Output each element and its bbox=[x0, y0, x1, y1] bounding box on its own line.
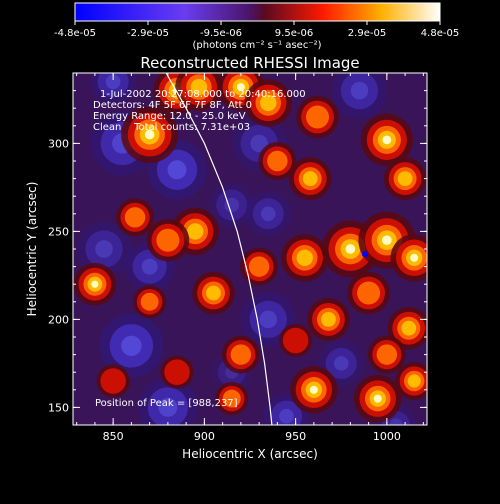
x-tick-label: 1000 bbox=[373, 430, 401, 443]
heatmap-blob-positive bbox=[321, 312, 336, 327]
colorbar-tick-label: -2.9e-05 bbox=[127, 28, 169, 39]
annotation-time-range: 1-Jul-2002 20:27:08.000 to 20:40:16.000 bbox=[100, 89, 306, 100]
heatmap-blob-positive bbox=[100, 368, 126, 394]
heatmap-blob-positive bbox=[230, 344, 252, 365]
heatmap-blob-negative bbox=[95, 240, 113, 258]
heatmap-blob-positive bbox=[236, 83, 245, 92]
heatmap-blob-positive bbox=[156, 228, 180, 252]
chart-title: Reconstructed RHESSI Image bbox=[140, 54, 359, 72]
heatmap-blob-positive bbox=[382, 235, 392, 246]
heatmap-blob-positive bbox=[164, 359, 190, 385]
heatmap-blob-positive bbox=[382, 135, 392, 145]
heatmap-blob-positive bbox=[407, 374, 421, 388]
annotation-detectors: Detectors: 4F 5F 6F 7F 8F, Att 0 bbox=[93, 100, 252, 111]
colorbar-ticks: -4.8e-05 -2.9e-05 -9.5e-06 9.5e-06 2.9e-05 4.… bbox=[54, 21, 459, 39]
heatmap-blob-negative bbox=[252, 198, 284, 230]
colorbar-gradient bbox=[74, 2, 441, 22]
heatmap-blob-negative bbox=[325, 347, 357, 379]
solar-limb-curve bbox=[165, 73, 273, 425]
heatmap-blob-positive bbox=[373, 394, 382, 403]
heatmap-blob-negative bbox=[109, 324, 154, 368]
heatmap-blob-positive bbox=[260, 94, 277, 112]
annotation-peak-position: Position of Peak = [988,237] bbox=[95, 398, 238, 409]
heatmap-blob-positive bbox=[397, 171, 413, 186]
heatmap-blob-negative bbox=[389, 418, 403, 425]
colorbar-tick-label: -9.5e-06 bbox=[200, 28, 242, 39]
heatmap-blob-positive bbox=[222, 389, 241, 408]
heatmap-blob-negative bbox=[76, 221, 132, 277]
colorbar-tick-label: 9.5e-06 bbox=[275, 28, 313, 39]
colorbar-tick-label: 4.8e-05 bbox=[421, 28, 459, 39]
heatmap-blob-negative bbox=[224, 197, 240, 213]
heatmap-blob-negative bbox=[208, 182, 255, 228]
colorbar-tick-label: -4.8e-05 bbox=[54, 28, 96, 39]
y-axis: 150 200 250 300 bbox=[48, 72, 427, 426]
heatmap-blob-positive bbox=[124, 207, 146, 228]
colorbar-unit-label: (photons cm⁻² s⁻¹ asec⁻²) bbox=[192, 40, 321, 51]
heatmap-blob-negative bbox=[333, 356, 349, 371]
heatmap-blob-negative bbox=[121, 335, 142, 357]
x-tick-label: 850 bbox=[103, 430, 124, 443]
heatmap-blob-negative bbox=[259, 310, 278, 329]
annotation-clean-counts: Clean Total counts: 7.31e+03 bbox=[93, 122, 250, 133]
heatmap-blob-negative bbox=[97, 73, 129, 98]
heatmap-blob-negative bbox=[350, 81, 369, 100]
heatmap-blob-positive bbox=[91, 280, 99, 288]
heatmap-blob-negative bbox=[147, 387, 189, 425]
heatmap-blob-negative bbox=[245, 190, 292, 237]
heatmap-blob-positive bbox=[144, 129, 155, 140]
heatmap-blob-negative bbox=[279, 408, 294, 424]
plot-area bbox=[72, 72, 428, 426]
y-tick-label: 200 bbox=[48, 313, 69, 326]
heatmap-blob-positive bbox=[187, 223, 204, 240]
annotation-energy-range: Energy Range: 12.0 - 25.0 keV bbox=[93, 111, 246, 122]
heatmap-blob-positive bbox=[140, 292, 159, 311]
heatmap-blob-negative bbox=[90, 73, 136, 105]
x-axis-label: Heliocentric X (arcsec) bbox=[182, 447, 318, 461]
heatmap-blob-negative bbox=[260, 206, 276, 222]
x-axis: 850 900 950 1000 bbox=[76, 73, 424, 443]
heatmap-blob-negative bbox=[158, 397, 178, 417]
heatmap-blob-positive bbox=[410, 253, 419, 262]
heatmap-blob-positive bbox=[306, 105, 330, 129]
heatmap-blob-negative bbox=[332, 73, 387, 118]
heatmap-blob-positive bbox=[302, 171, 318, 186]
heatmap-blob-negative bbox=[167, 160, 187, 180]
heatmap-blob-positive bbox=[296, 249, 313, 267]
y-tick-label: 150 bbox=[48, 401, 69, 414]
y-axis-label: Heliocentric Y (arcsec) bbox=[25, 182, 39, 317]
y-tick-label: 250 bbox=[48, 225, 69, 238]
x-tick-label: 950 bbox=[285, 430, 306, 443]
heatmap-blob-negative bbox=[85, 230, 123, 268]
colorbar: -4.8e-05 -2.9e-05 -9.5e-06 9.5e-06 2.9e-05 4.… bbox=[54, 2, 459, 51]
heatmap-blob-negative bbox=[156, 149, 198, 190]
heatmap-blob-positive bbox=[248, 256, 270, 277]
heatmap-blob-negative bbox=[250, 134, 268, 153]
annotations: 1-Jul-2002 20:27:08.000 to 20:40:16.000 … bbox=[93, 89, 306, 409]
heatmap-blob-negative bbox=[340, 73, 379, 110]
heatmap-blob-positive bbox=[345, 244, 356, 254]
heatmap-blob-negative bbox=[216, 189, 248, 221]
peak-marker bbox=[361, 251, 368, 258]
colorbar-tick-label: 2.9e-05 bbox=[348, 28, 386, 39]
heatmap-blob-positive bbox=[190, 78, 208, 96]
heatmap-blob-positive bbox=[401, 320, 417, 336]
heatmap-blob-negative bbox=[270, 400, 303, 425]
heatmap-blob-positive bbox=[282, 327, 309, 354]
heatmap-blob-positive bbox=[309, 385, 318, 394]
heatmap-blob-positive bbox=[267, 150, 288, 172]
heatmap-blob-positive bbox=[357, 281, 381, 305]
heatmap-blob-negative bbox=[141, 258, 158, 275]
heatmap-blob-positive bbox=[206, 285, 221, 301]
heatmap-blob-positive bbox=[376, 344, 398, 365]
heatmap-blob-negative bbox=[105, 74, 121, 90]
heatmap-image bbox=[73, 73, 427, 425]
x-tick-label: 900 bbox=[194, 430, 215, 443]
y-tick-label: 300 bbox=[48, 137, 69, 150]
